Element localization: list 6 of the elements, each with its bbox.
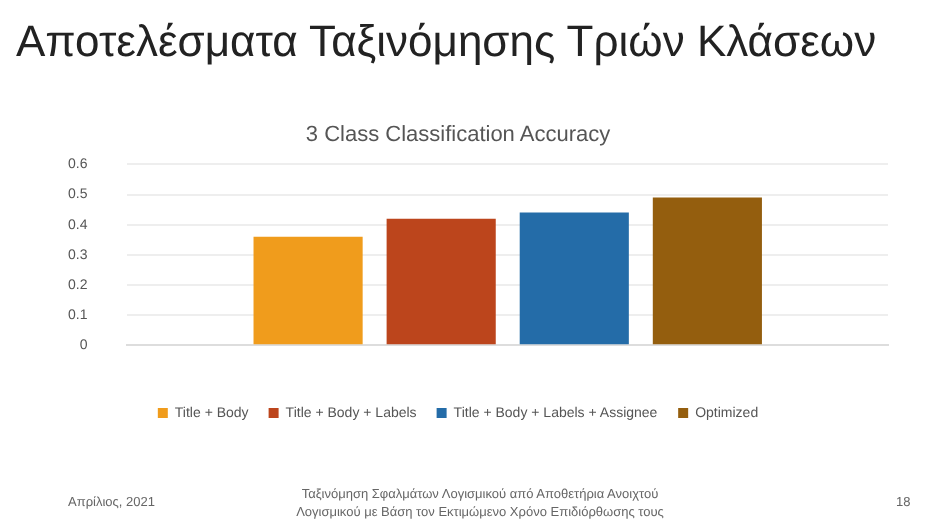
chart-subtitle: 3 Class Classification Accuracy bbox=[305, 123, 612, 148]
bar bbox=[386, 218, 496, 345]
bar bbox=[652, 197, 762, 345]
bar bbox=[519, 212, 629, 345]
bar bbox=[253, 236, 363, 345]
chart-title: Αποτελέσματα Ταξινόμησης Τριών Κλάσεων bbox=[16, 16, 877, 68]
